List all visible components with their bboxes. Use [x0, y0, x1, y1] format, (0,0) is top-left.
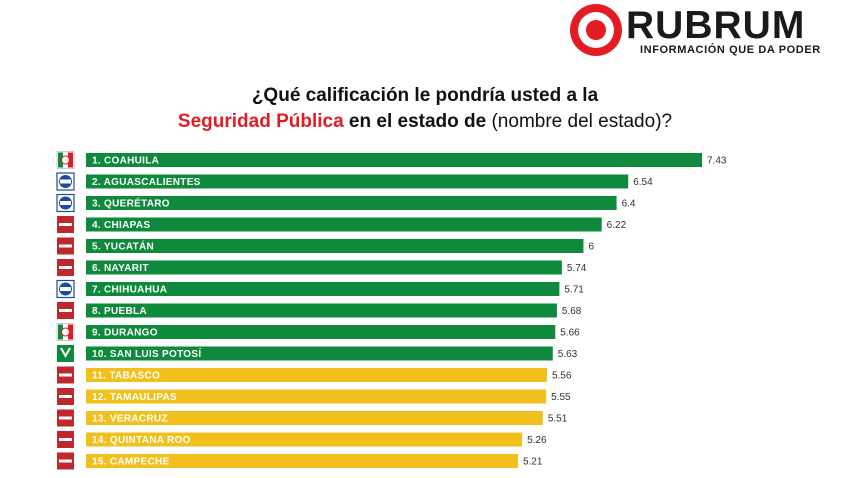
pan-logo-icon	[56, 172, 75, 191]
morena-logo-icon	[57, 366, 74, 384]
bar-11	[86, 368, 547, 382]
chart-title-line2: Seguridad Pública en el estado de (nombr…	[0, 111, 850, 133]
bar-label-10: 10. SAN LUIS POTOSÍ	[92, 347, 201, 360]
bar-2	[86, 174, 629, 189]
bar-14	[86, 432, 523, 447]
bar-label-13: 13. VERACRUZ	[92, 414, 168, 425]
value-label-3: 6.4	[622, 199, 636, 210]
bar-label-14: 14. QUINTANA ROO	[92, 435, 191, 446]
pri-logo-icon	[56, 151, 75, 169]
value-label-6: 5.74	[567, 263, 587, 274]
bar-15	[86, 454, 518, 468]
bar-10	[86, 346, 553, 361]
bar-9	[86, 325, 556, 339]
pan-logo-icon	[56, 193, 75, 213]
bar-8	[86, 303, 557, 318]
bar-label-4: 4. CHIAPAS	[92, 220, 150, 231]
rubrum-target-icon	[570, 4, 622, 56]
morena-logo-icon	[57, 409, 74, 427]
bar-label-7: 7. CHIHUAHUA	[92, 285, 167, 296]
bar-7	[86, 282, 560, 296]
value-label-2: 6.54	[633, 177, 653, 188]
morena-logo-icon	[57, 388, 74, 405]
value-label-10: 5.63	[558, 349, 578, 360]
morena-logo-icon	[57, 237, 74, 255]
morena-logo-icon	[57, 302, 74, 319]
bar-label-1: 1. COAHUILA	[92, 156, 159, 167]
bar-6	[86, 260, 562, 275]
value-label-14: 5.26	[527, 435, 547, 446]
pan-logo-icon	[56, 279, 75, 299]
title-suffix: (nombre del estado)?	[491, 111, 673, 132]
value-label-11: 5.56	[552, 371, 572, 382]
pvem-logo-icon	[57, 345, 74, 362]
bar-label-12: 12. TAMAULIPAS	[92, 392, 177, 403]
bar-label-6: 6. NAYARIT	[92, 263, 149, 274]
value-label-13: 5.51	[548, 414, 568, 425]
value-label-1: 7.43	[707, 156, 727, 167]
bar-label-9: 9. DURANGO	[92, 328, 158, 339]
morena-logo-icon	[57, 216, 74, 233]
title-middle: en el estado de	[343, 111, 492, 132]
pri-logo-icon	[56, 323, 75, 341]
value-label-15: 5.21	[523, 457, 543, 468]
morena-logo-icon	[57, 431, 74, 448]
bar-label-2: 2. AGUASCALIENTES	[92, 177, 201, 188]
bar-3	[86, 196, 617, 210]
title-highlight: Seguridad Pública	[177, 111, 344, 132]
value-label-5: 6	[588, 242, 594, 253]
value-label-4: 6.22	[607, 220, 627, 231]
chart-title-line1: ¿Qué calificación le pondría usted a la	[251, 85, 599, 106]
bar-1	[86, 153, 702, 167]
rubrum-logo: RUBRUM INFORMACIÓN QUE DA PODER	[568, 2, 840, 60]
bar-5	[86, 239, 584, 253]
bar-4	[86, 217, 602, 232]
bar-label-11: 11. TABASCO	[92, 371, 160, 382]
morena-logo-icon	[57, 259, 74, 276]
brand-tagline: INFORMACIÓN QUE DA PODER	[640, 44, 821, 56]
bar-label-3: 3. QUERÉTARO	[92, 197, 170, 210]
bar-label-5: 5. YUCATÁN	[92, 240, 154, 253]
value-label-9: 5.66	[560, 328, 580, 339]
morena-logo-icon	[57, 452, 74, 470]
bar-label-15: 15. CAMPECHE	[92, 457, 170, 468]
bar-12	[86, 389, 547, 404]
bar-label-8: 8. PUEBLA	[92, 306, 147, 317]
value-label-8: 5.68	[562, 306, 582, 317]
bar-13	[86, 411, 543, 425]
value-label-7: 5.71	[564, 285, 584, 296]
brand-name: RUBRUM	[626, 4, 806, 47]
value-label-12: 5.55	[551, 392, 571, 403]
